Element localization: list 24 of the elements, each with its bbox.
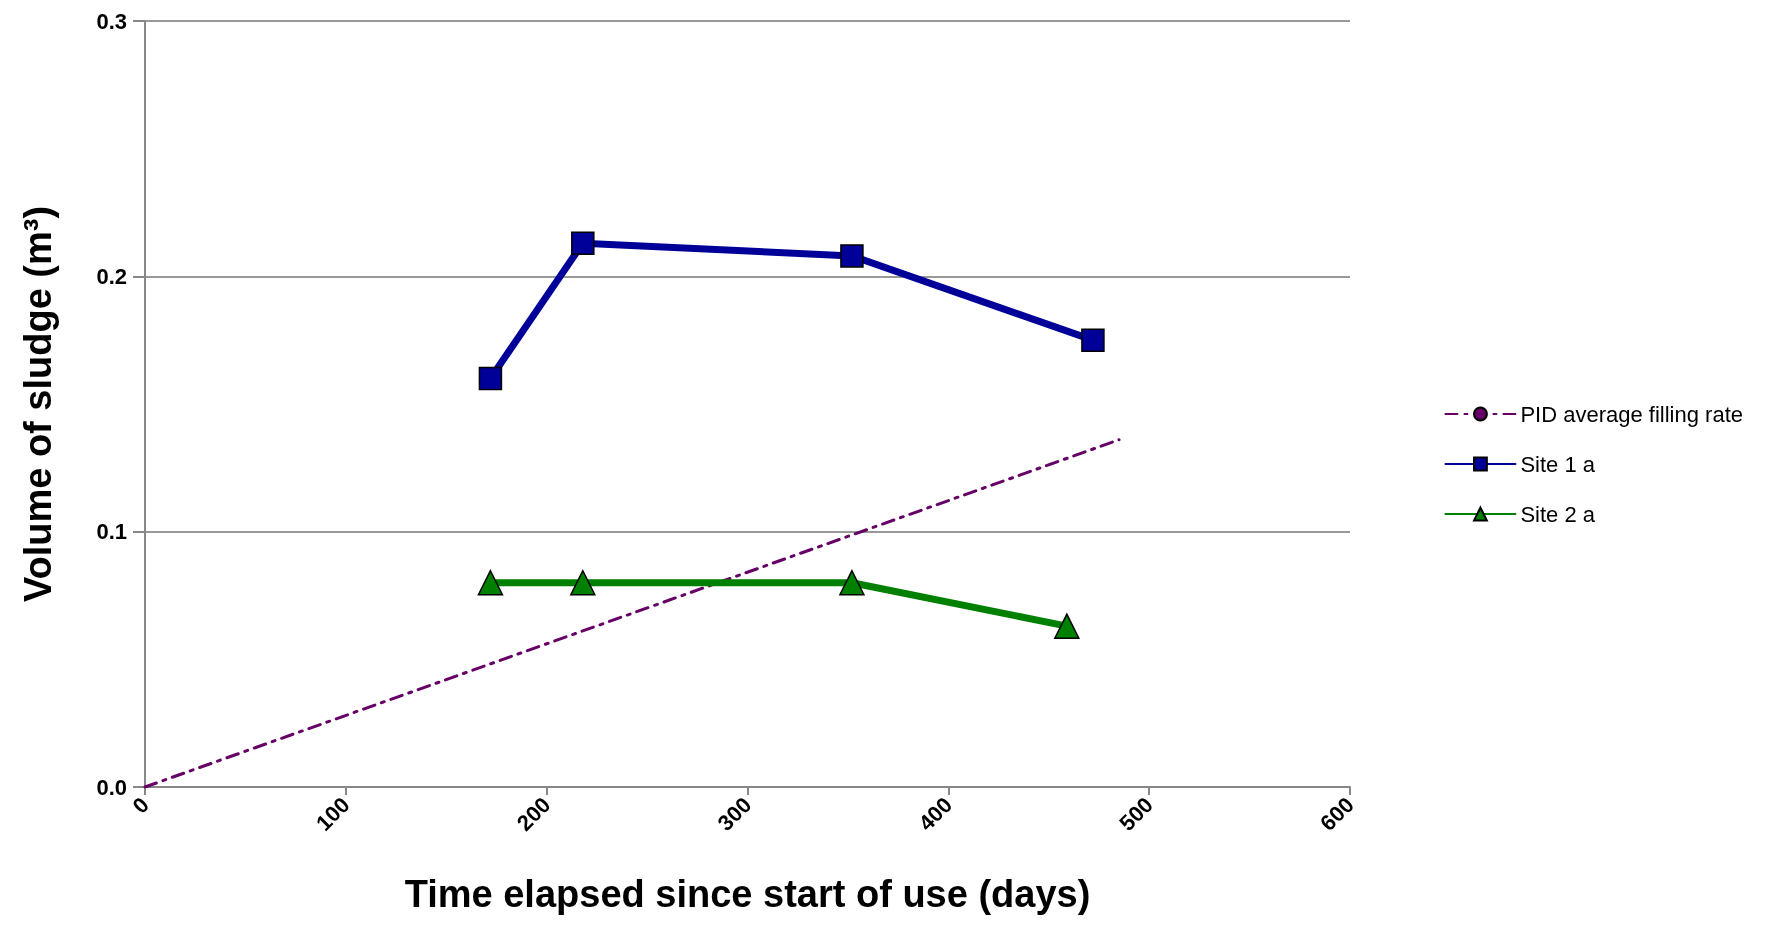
- y-tick-label: 0.1: [96, 519, 127, 545]
- point: [840, 244, 864, 268]
- legend-label: Site 2 a: [1520, 501, 1596, 527]
- x-tick-label: 200: [511, 792, 556, 836]
- legend-label: PID average filling rate: [1520, 401, 1744, 427]
- x-tick-label: 500: [1114, 792, 1159, 836]
- x-tick-label: 100: [311, 792, 355, 836]
- y-tick-label: 0.2: [96, 263, 127, 289]
- point: [570, 569, 596, 596]
- x-axis-title: Time elapsed since start of use (days): [404, 873, 1091, 915]
- x-tick-label: 0: [127, 792, 154, 819]
- x-tick-label: 400: [913, 792, 958, 836]
- x-tick-label: 300: [712, 792, 757, 836]
- point: [839, 569, 865, 596]
- y-tick-label: 0.0: [96, 774, 127, 800]
- point: [571, 231, 595, 255]
- x-tick-label: 600: [1315, 792, 1359, 836]
- y-tick-label: 0.3: [96, 8, 127, 34]
- point: [1081, 328, 1105, 352]
- legend-label: Site 1 a: [1520, 451, 1596, 477]
- point: [478, 366, 503, 391]
- y-axis-title: Volume of sludge (m³): [17, 205, 59, 603]
- point: [477, 569, 504, 596]
- point: [1054, 613, 1080, 639]
